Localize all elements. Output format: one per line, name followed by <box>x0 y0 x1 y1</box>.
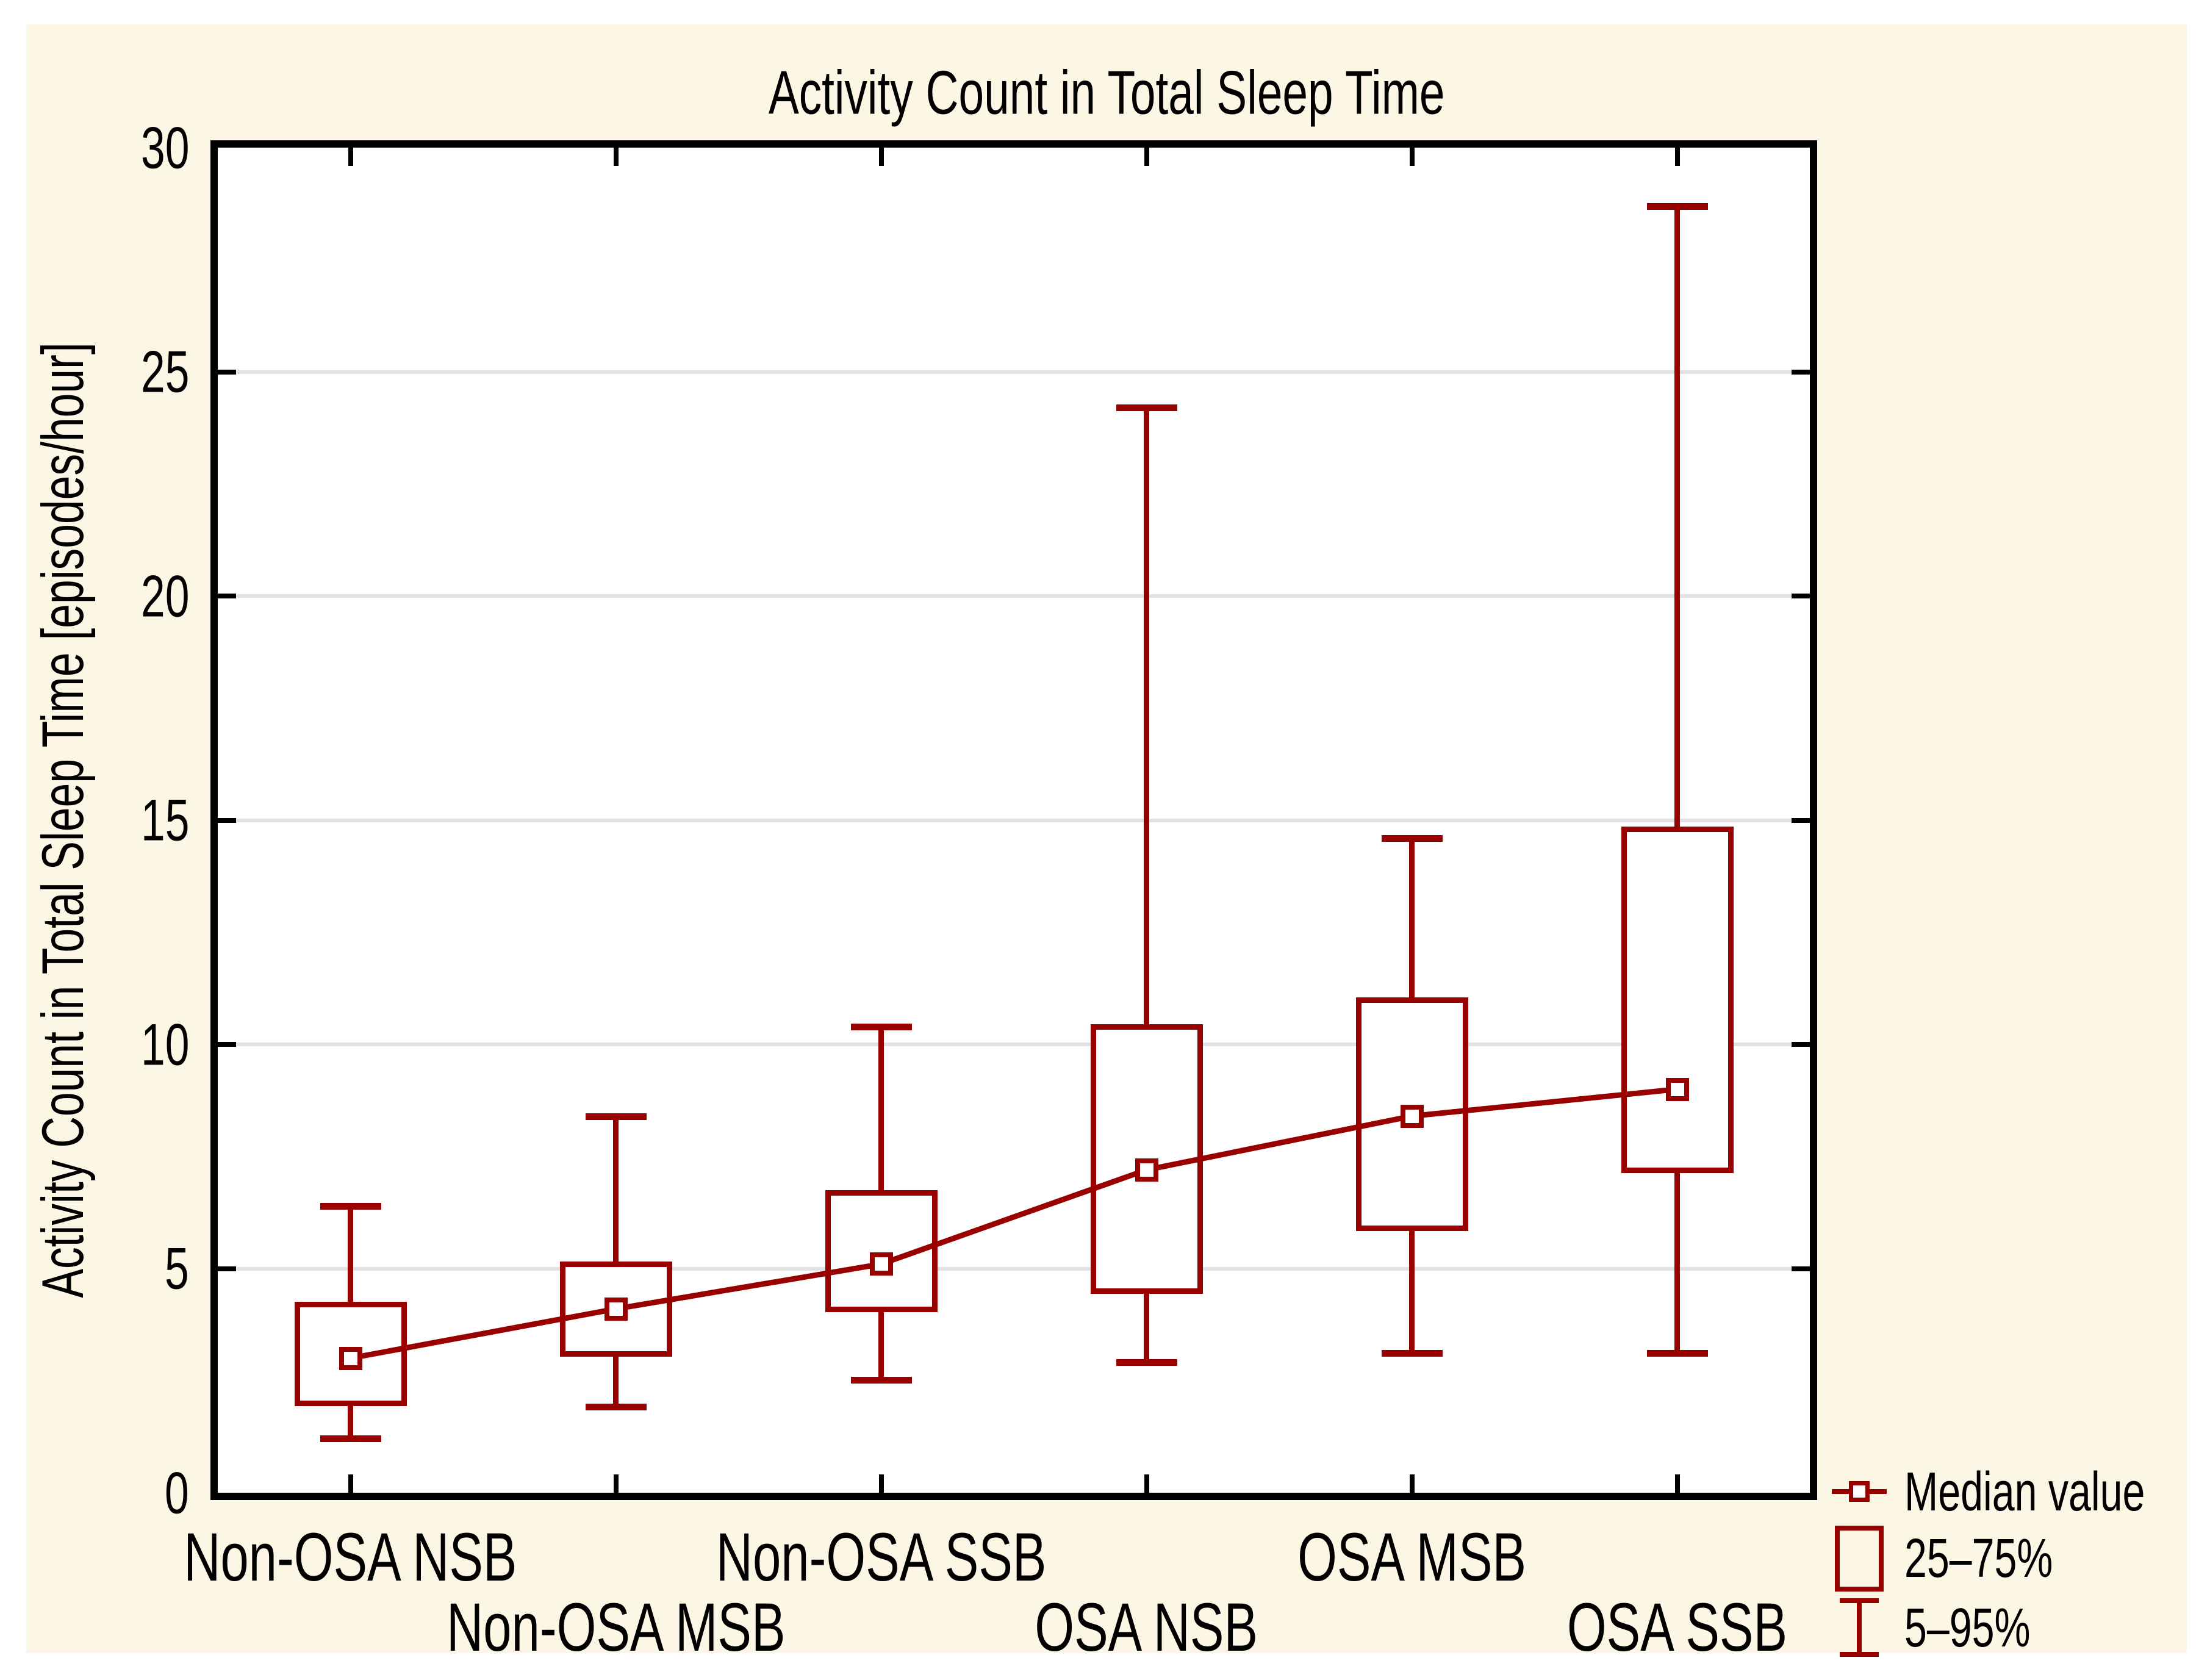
y-tick-left <box>218 817 236 823</box>
y-tick-label-0-text: 0 <box>165 1459 189 1526</box>
gridline-y-20 <box>218 594 1810 598</box>
box-25-75-icon <box>1830 1525 1889 1592</box>
chart-title-text: Activity Count in Total Sleep Time <box>768 57 1445 127</box>
y-tick-label-15: 15 <box>91 787 189 854</box>
y-tick-left <box>218 369 236 375</box>
whisker-cap-p95 <box>850 1023 912 1030</box>
x-tick-top <box>1674 148 1680 166</box>
x-tick-bottom <box>878 1474 884 1493</box>
x-tick-bottom <box>1144 1474 1149 1493</box>
x-category-label-text: Non-OSA MSB <box>446 1588 786 1665</box>
y-tick-label-5: 5 <box>91 1235 189 1302</box>
chart-title: Activity Count in Total Sleep Time <box>26 56 2187 129</box>
whisker-stem <box>1144 407 1149 1363</box>
whisker-cap-p5 <box>585 1404 647 1411</box>
y-tick-label-25: 25 <box>91 339 189 406</box>
x-category-label: OSA SSB <box>1476 1588 1879 1665</box>
x-tick-bottom <box>1409 1474 1415 1493</box>
legend-item-median: Median value <box>1830 1460 2187 1522</box>
whisker-cap-p95 <box>1381 835 1443 842</box>
x-category-label-text: Non-OSA NSB <box>184 1518 517 1595</box>
legend-item-whisker: 5–95% <box>1830 1596 2053 1659</box>
x-tick-top <box>1144 148 1149 166</box>
y-tick-right <box>1792 594 1810 598</box>
whisker-5-95-icon <box>1830 1598 1889 1657</box>
legend-label-iqr: 25–75% <box>1904 1527 2053 1589</box>
legend-item-iqr: 25–75% <box>1830 1525 2079 1592</box>
legend: Median value 25–75% 5–95% <box>1830 1458 2202 1659</box>
whisker-stem <box>1674 206 1680 1354</box>
y-tick-left <box>218 594 236 598</box>
whisker-cap-p5 <box>850 1377 912 1384</box>
x-tick-top <box>613 148 619 166</box>
legend-label-median: Median value <box>1904 1460 2145 1523</box>
x-category-label-text: OSA SSB <box>1566 1588 1788 1665</box>
x-category-label-text: Non-OSA SSB <box>716 1518 1047 1595</box>
y-tick-right <box>1792 1266 1810 1271</box>
x-tick-top <box>348 148 353 166</box>
x-tick-bottom <box>1674 1474 1680 1493</box>
whisker-cap-p5 <box>320 1435 381 1442</box>
x-category-label: Non-OSA SSB <box>680 1518 1083 1595</box>
y-tick-left <box>218 1042 236 1047</box>
legend-label-whisker: 5–95% <box>1904 1596 2031 1659</box>
gridline-y-15 <box>218 818 1810 822</box>
y-tick-label-10-text: 10 <box>140 1011 189 1077</box>
x-tick-bottom <box>348 1474 353 1493</box>
y-tick-label-25-text: 25 <box>140 338 189 404</box>
y-tick-right <box>1792 1042 1810 1047</box>
x-category-label-text: OSA NSB <box>1035 1588 1258 1665</box>
x-tick-bottom <box>613 1474 619 1493</box>
median-marker <box>604 1297 628 1321</box>
median-marker <box>1135 1158 1158 1182</box>
y-tick-label-5-text: 5 <box>165 1235 189 1301</box>
x-category-label: OSA NSB <box>945 1588 1348 1665</box>
y-tick-label-10: 10 <box>91 1011 189 1078</box>
x-category-label-text: OSA MSB <box>1297 1518 1526 1595</box>
x-category-label: Non-OSA MSB <box>415 1588 817 1665</box>
x-tick-top <box>1409 148 1415 166</box>
median-marker <box>339 1346 362 1370</box>
y-tick-label-20: 20 <box>91 562 189 630</box>
y-tick-right <box>1792 817 1810 823</box>
median-marker <box>869 1252 893 1276</box>
gridline-y-10 <box>218 1043 1810 1046</box>
x-category-label: Non-OSA NSB <box>149 1518 552 1595</box>
y-tick-right <box>1792 369 1810 375</box>
y-tick-label-0: 0 <box>91 1459 189 1526</box>
y-tick-label-20-text: 20 <box>140 562 189 629</box>
whisker-cap-p95 <box>1116 404 1177 412</box>
y-tick-label-30-text: 30 <box>140 114 189 181</box>
gridline-y-25 <box>218 370 1810 374</box>
x-category-label: OSA MSB <box>1211 1518 1613 1595</box>
whisker-cap-p95 <box>1646 203 1708 210</box>
y-tick-label-30: 30 <box>91 114 189 181</box>
median-marker <box>1400 1104 1424 1128</box>
y-tick-left <box>218 1266 236 1271</box>
median-marker-icon <box>1830 1481 1889 1502</box>
whisker-cap-p5 <box>1116 1359 1177 1366</box>
median-marker <box>1665 1077 1689 1101</box>
y-tick-label-15-text: 15 <box>140 786 189 853</box>
x-tick-top <box>878 148 884 166</box>
